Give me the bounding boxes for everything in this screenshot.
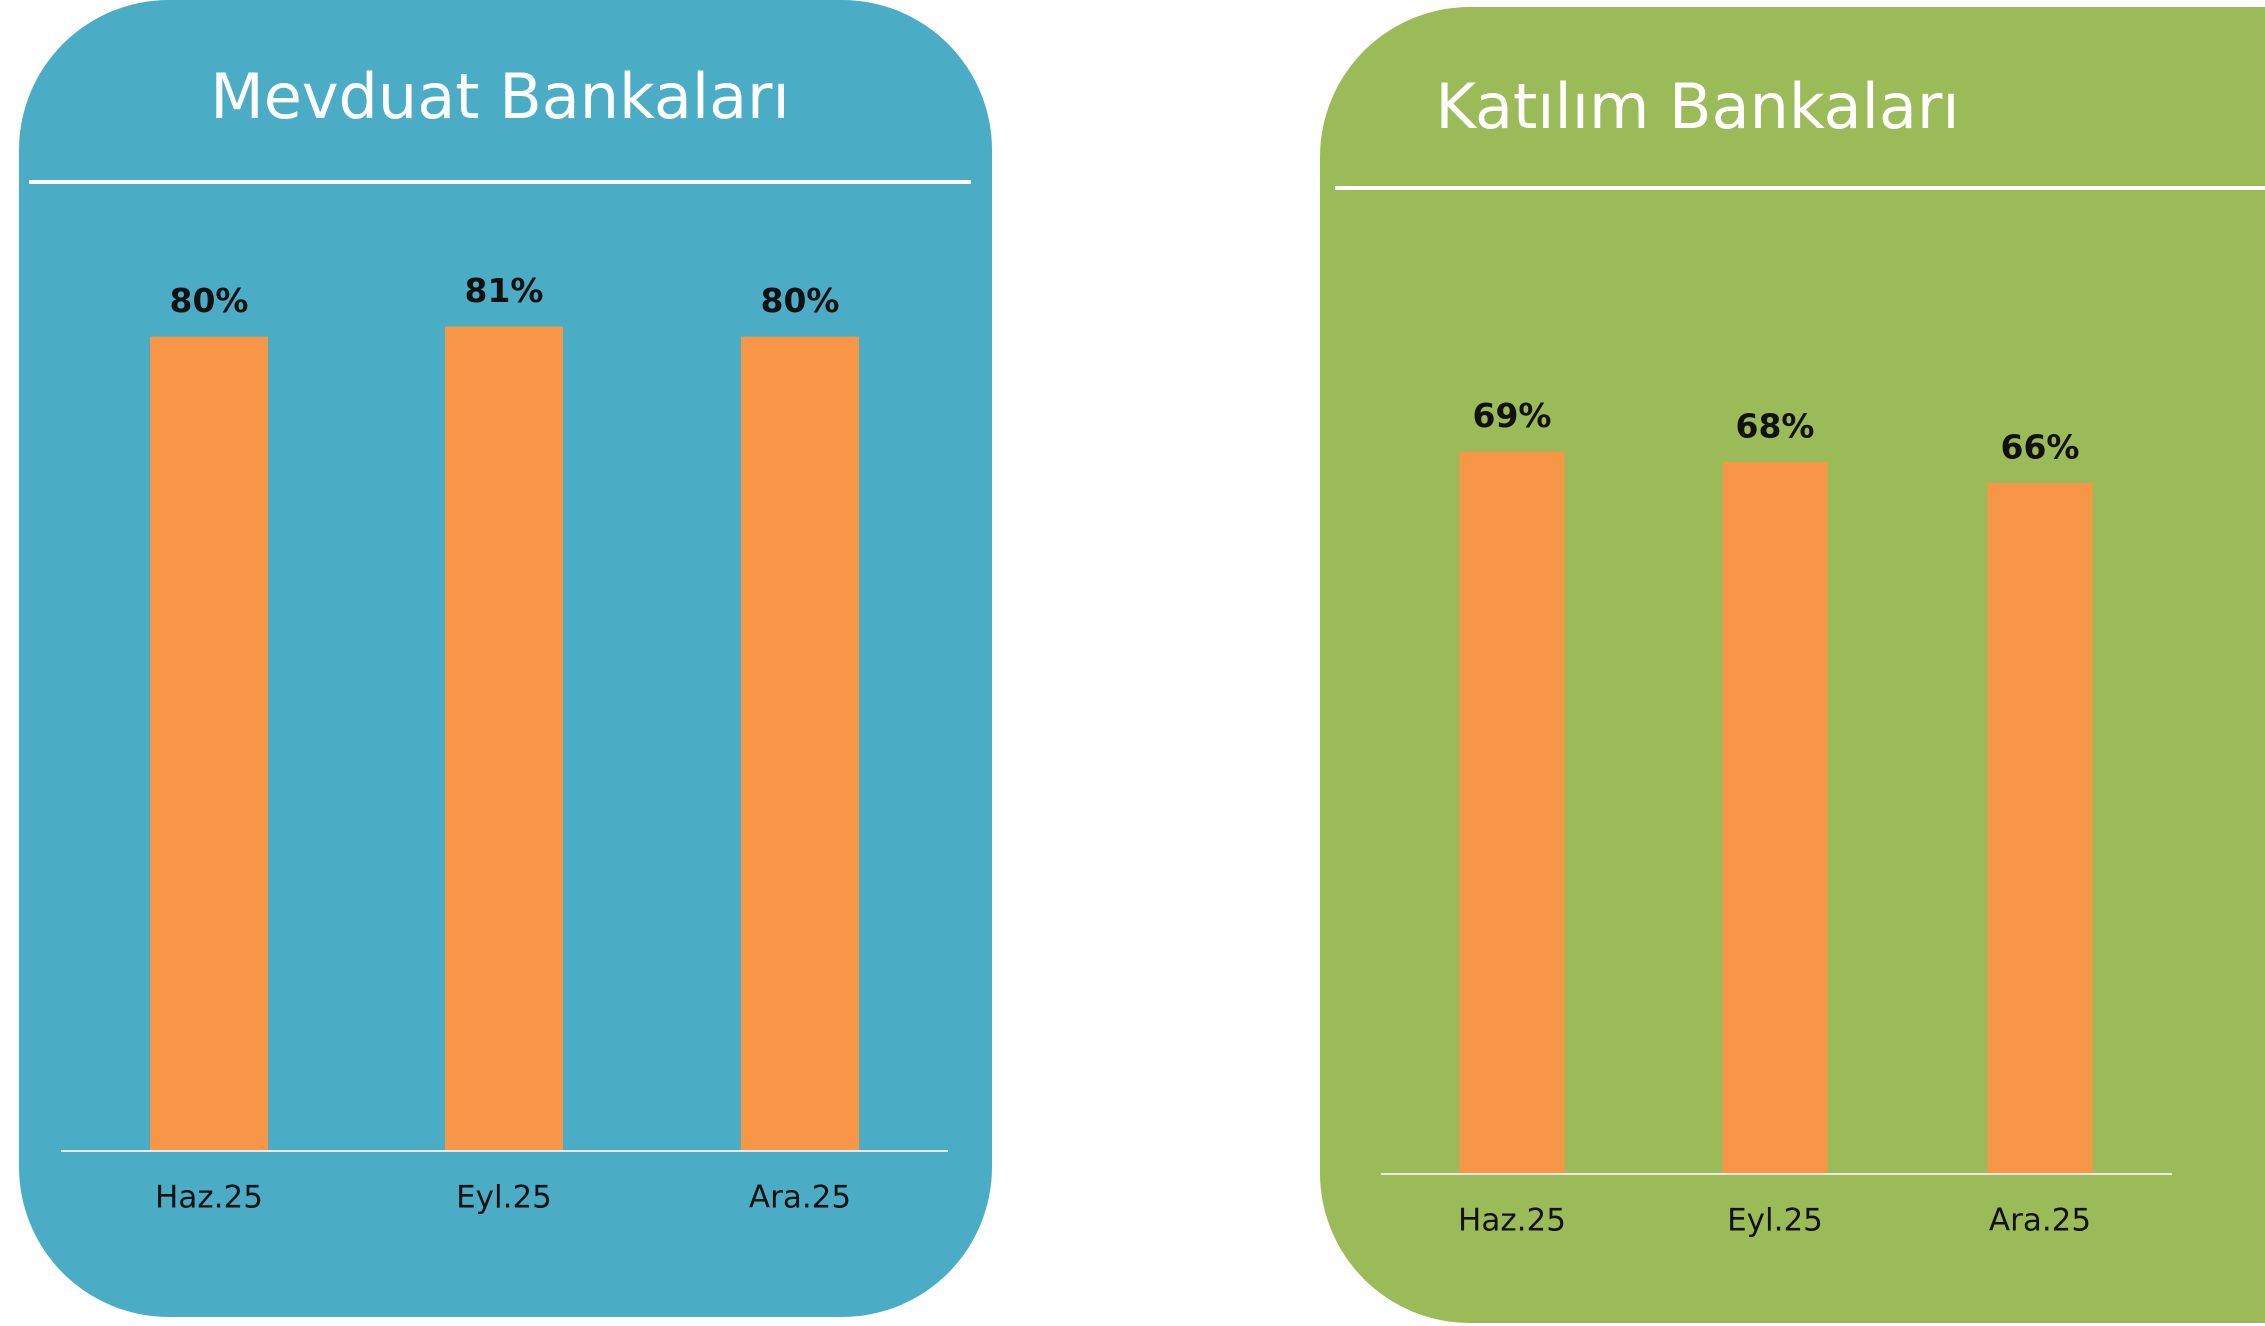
bar [741, 336, 859, 1152]
x-tick-label: Haz.25 [1458, 1203, 1566, 1239]
x-tick-label: Ara.25 [1989, 1203, 2091, 1239]
value-label: 80% [761, 281, 840, 320]
value-label: 68% [1736, 407, 1815, 446]
chart-title: Mevduat Bankaları [210, 60, 790, 133]
chart-title: Katılım Bankaları [1435, 70, 1959, 143]
x-tick-label: Eyl.25 [1727, 1203, 1823, 1239]
x-tick-label: Haz.25 [155, 1180, 263, 1216]
value-label: 66% [2001, 427, 2080, 466]
value-label: 80% [170, 281, 249, 320]
value-label: 69% [1473, 396, 1552, 435]
value-label: 81% [465, 271, 544, 310]
x-tick-label: Eyl.25 [456, 1180, 552, 1216]
bar [1987, 482, 2093, 1175]
bar [1722, 462, 1828, 1174]
x-tick-label: Ara.25 [749, 1180, 851, 1216]
bar [1459, 451, 1565, 1174]
bar [150, 336, 268, 1152]
bar [445, 326, 563, 1151]
